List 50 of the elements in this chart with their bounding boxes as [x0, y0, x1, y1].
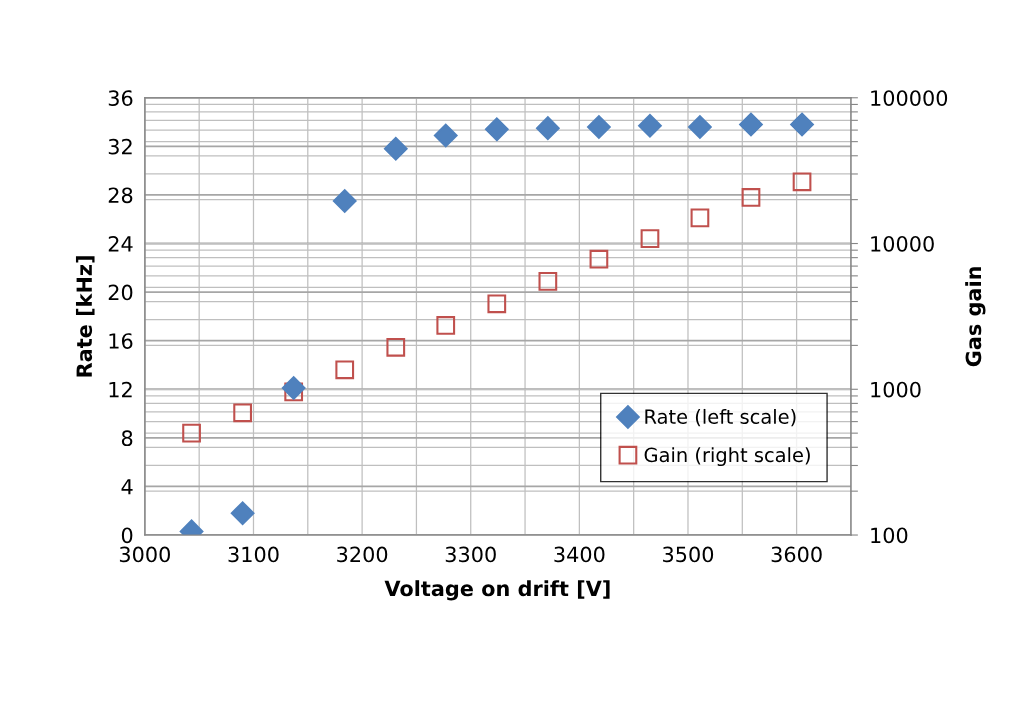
point — [640, 229, 660, 249]
point — [739, 112, 763, 137]
x-tick-label: 3100 — [228, 546, 279, 563]
x-tick-label: 3400 — [554, 546, 605, 563]
point — [281, 376, 306, 400]
y-tick-label: 20 — [108, 284, 133, 301]
point — [436, 316, 456, 335]
y2-tick-label: 1000 — [871, 381, 921, 398]
legend-label: Gain (right scale) — [644, 447, 810, 467]
point — [587, 115, 611, 139]
y2-tick-label: 100000 — [871, 90, 948, 106]
point — [690, 208, 710, 228]
y-tick-label: 32 — [108, 138, 132, 155]
y-tick-label: 12 — [109, 381, 132, 398]
x-axis-title: Voltage on drift [V] — [384, 580, 610, 601]
point — [741, 188, 761, 207]
point — [688, 115, 712, 139]
x-tick-label: 3300 — [445, 546, 496, 563]
y-tick-label: 36 — [108, 90, 133, 106]
y-tick-label: 28 — [108, 187, 133, 204]
x-tick-label: 3000 — [119, 546, 170, 563]
point — [433, 123, 458, 148]
point — [638, 113, 662, 138]
y2-tick-label: 10000 — [871, 235, 934, 252]
point — [383, 136, 408, 161]
point — [538, 271, 558, 291]
point — [589, 249, 609, 269]
point — [487, 294, 507, 314]
y-axis-title: Rate [kHz] — [75, 256, 95, 377]
y2-axis-title: Gas gain — [965, 267, 986, 367]
x-tick-label: 3200 — [337, 546, 388, 563]
y-tick-label: 16 — [109, 333, 133, 349]
point — [182, 423, 201, 443]
y-tick-label: 8 — [121, 430, 133, 447]
y-tick-label: 0 — [121, 527, 133, 544]
point — [230, 501, 255, 526]
point — [792, 172, 812, 192]
point — [335, 360, 355, 380]
point — [484, 117, 509, 142]
y2-tick-label: 100 — [871, 527, 908, 544]
y-tick-label: 24 — [108, 235, 133, 252]
point — [332, 189, 357, 213]
x-tick-label: 3600 — [771, 546, 822, 563]
point — [790, 112, 814, 137]
legend-label: Rate (left scale) — [645, 408, 796, 427]
point — [536, 116, 560, 140]
point — [386, 337, 406, 357]
x-tick-label: 3500 — [663, 546, 714, 563]
point — [233, 403, 252, 423]
y-tick-label: 4 — [121, 479, 133, 495]
